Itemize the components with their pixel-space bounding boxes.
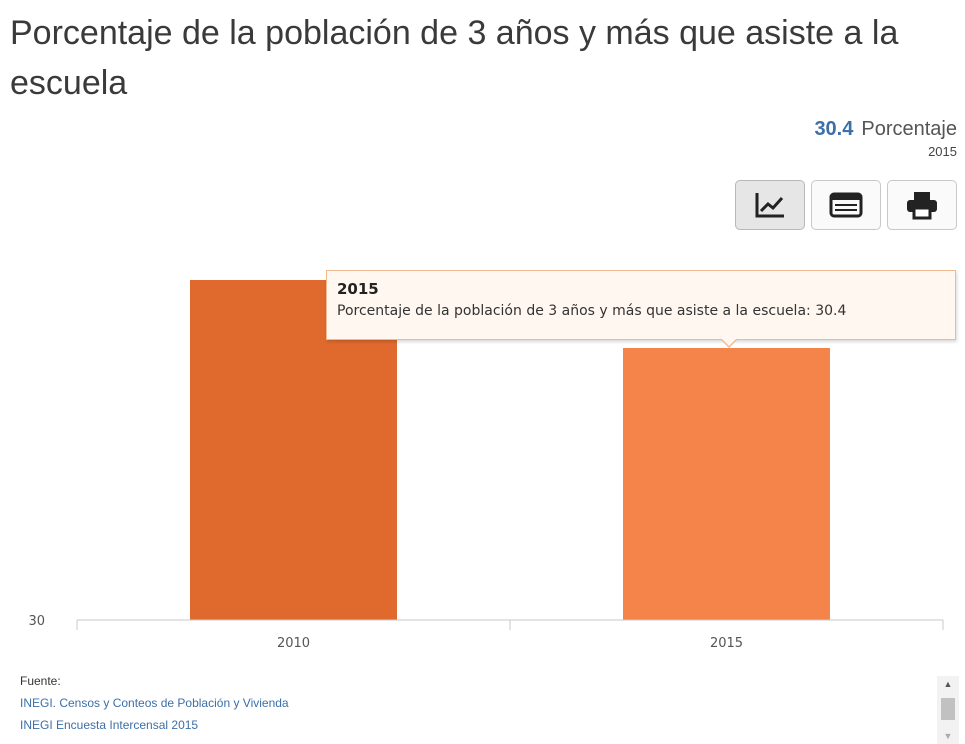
line-chart-icon (755, 193, 784, 218)
x-tick-label-2010: 2010 (277, 636, 310, 651)
bar-chart: 2010 2015 30 (28, 280, 944, 651)
source-scrollbar[interactable]: ▲ ▼ (937, 676, 959, 744)
kpi-year: 2015 (928, 144, 957, 159)
source-section: Fuente: INEGI. Censos y Conteos de Pobla… (20, 670, 289, 736)
bar-2015[interactable] (623, 348, 830, 620)
scroll-thumb[interactable] (941, 698, 955, 720)
source-link-intercensal[interactable]: INEGI Encuesta Intercensal 2015 (20, 718, 199, 732)
chart-title: Porcentaje de la población de 3 años y m… (10, 14, 899, 102)
tooltip: 2015 Porcentaje de la población de 3 año… (326, 270, 956, 348)
scroll-up-arrow-icon[interactable]: ▲ (943, 679, 953, 689)
y-tick-label: 30 (28, 614, 45, 629)
table-view-button[interactable] (811, 180, 881, 230)
chart-view-button[interactable] (735, 180, 805, 230)
tooltip-arrow (720, 338, 738, 348)
table-icon (829, 192, 863, 218)
source-label: Fuente: (20, 674, 61, 688)
chart-toolbar (735, 180, 957, 230)
kpi-summary: 30.4 Porcentaje 2015 (814, 116, 957, 162)
print-button[interactable] (887, 180, 957, 230)
x-tick-label-2015: 2015 (710, 636, 743, 651)
kpi-unit: Porcentaje (861, 118, 957, 140)
tooltip-body: Porcentaje de la población de 3 años y m… (337, 303, 847, 319)
print-icon (907, 192, 937, 220)
kpi-value: 30.4 (814, 118, 854, 140)
tooltip-title: 2015 (337, 280, 379, 298)
scroll-down-arrow-icon[interactable]: ▼ (943, 731, 953, 741)
source-link-censos[interactable]: INEGI. Censos y Conteos de Población y V… (20, 696, 289, 710)
